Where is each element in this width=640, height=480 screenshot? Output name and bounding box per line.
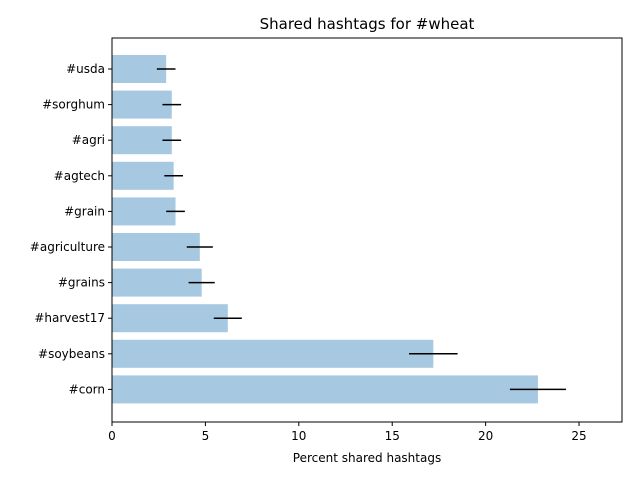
bar: [112, 197, 176, 226]
plot-frame: [111, 37, 623, 423]
y-tick-label: #corn: [69, 382, 105, 396]
x-tick-label: 20: [478, 429, 493, 443]
bar: [112, 339, 434, 368]
x-tick-label: 5: [202, 429, 210, 443]
y-tick-label: #agriculture: [30, 240, 105, 254]
y-tick-label: #grain: [64, 204, 105, 218]
x-tick-label: 0: [108, 429, 116, 443]
y-tick-label: #harvest17: [34, 311, 105, 325]
y-tick-label: #agri: [72, 133, 105, 147]
x-axis: 0 5 10 15 20 25: [108, 422, 587, 443]
plot-area: [112, 55, 566, 404]
bar: [112, 90, 172, 119]
bar: [112, 233, 200, 261]
y-tick-label: #grains: [58, 276, 105, 290]
bar: [112, 126, 172, 155]
x-tick-label: 15: [385, 429, 400, 443]
chart-title: Shared hashtags for #wheat: [260, 15, 475, 33]
x-tick-label: 25: [571, 429, 586, 443]
x-axis-label: Percent shared hashtags: [293, 451, 441, 465]
bar: [112, 161, 174, 190]
x-tick-label: 10: [291, 429, 306, 443]
bar: [112, 304, 228, 333]
bar: [112, 375, 538, 404]
y-tick-label: #agtech: [54, 169, 105, 183]
y-tick-label: #usda: [66, 62, 105, 76]
y-tick-label: #soybeans: [38, 347, 105, 361]
y-tick-label: #sorghum: [42, 98, 105, 112]
y-axis: #usda #sorghum #agri #agtech #grain #agricult…: [30, 62, 112, 396]
bar: [112, 268, 202, 297]
